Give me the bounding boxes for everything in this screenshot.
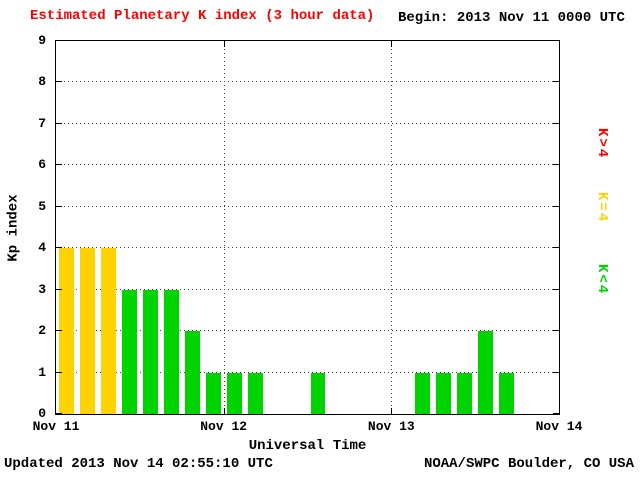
y-tick [56,288,62,290]
y-tick-label: 9 [38,33,46,48]
legend-label-k-gt-4: K>4 [594,128,610,160]
y-tick-label: 4 [38,240,46,256]
kp-bar [121,289,137,414]
y-tick [56,122,62,124]
plot-area [55,40,560,415]
gridline-horizontal [56,288,559,290]
y-tick-label: 1 [38,364,46,380]
kp-bar [142,289,158,414]
gridline-horizontal [56,330,559,332]
y-tick-label: 5 [38,198,46,214]
y-tick [56,330,62,332]
y-tick [56,81,62,83]
x-tick-label: Nov 11 [32,419,80,434]
y-axis-label: Kp index [4,40,24,415]
y-tick [553,413,559,414]
kp-bar [184,331,200,414]
y-tick [56,247,62,249]
kp-bar [79,248,95,414]
y-tick-label: 6 [38,157,46,173]
kp-bar [436,372,452,414]
begin-value: 2013 Nov 11 0000 UTC [456,10,625,26]
gridline-vertical [223,41,225,414]
y-tick [553,288,559,290]
y-tick [553,40,559,41]
kp-bar [415,372,431,414]
x-tick-label: Nov 13 [367,419,415,434]
legend-label-k-lt-4: K<4 [594,264,610,296]
x-axis-label: Universal Time [248,438,367,454]
begin-header: Begin: 2013 Nov 11 0000 UTC [398,10,625,26]
y-tick [56,205,62,207]
kp-bar [499,372,515,414]
kp-bar [457,372,473,414]
y-tick-label: 2 [38,323,46,339]
x-tick [391,408,393,414]
kp-bar [247,372,263,414]
gridline-horizontal [56,205,559,207]
x-tick-label: Nov 14 [535,419,583,434]
y-tick-label: 0 [38,406,46,421]
x-tick [391,41,393,47]
updated-text: Updated 2013 Nov 14 02:55:10 UTC [4,456,273,472]
y-tick [553,247,559,249]
y-tick-label: 3 [38,281,46,297]
kp-bar [100,248,116,414]
y-tick [56,164,62,166]
gridline-horizontal [56,371,559,373]
kp-bar [226,372,242,414]
y-tick [553,81,559,83]
credit-text: NOAA/SWPC Boulder, CO USA [423,456,634,472]
kp-bar [163,289,179,414]
y-tick [56,40,62,41]
gridline-vertical [391,41,393,414]
y-tick [553,330,559,332]
gridline-horizontal [56,164,559,166]
legend-label-k-eq-4: K=4 [594,192,610,224]
y-tick-label: 7 [38,115,46,131]
kp-bar [478,331,494,414]
y-tick [553,371,559,373]
y-tick [56,371,62,373]
y-tick [553,205,559,207]
y-tick-label: 8 [38,74,46,90]
kp-bar [310,372,326,414]
y-tick [56,413,62,414]
gridline-horizontal [56,81,559,83]
chart-title: Estimated Planetary K index (3 hour data… [30,8,375,24]
x-tick [223,408,225,414]
begin-label: Begin: [398,10,449,26]
x-tick [223,41,225,47]
gridline-horizontal [56,122,559,124]
x-tick-label: Nov 12 [200,419,248,434]
gridline-horizontal [56,247,559,249]
kp-bar [205,372,221,414]
kp-bar [59,248,74,414]
y-tick [553,164,559,166]
y-tick [553,122,559,124]
